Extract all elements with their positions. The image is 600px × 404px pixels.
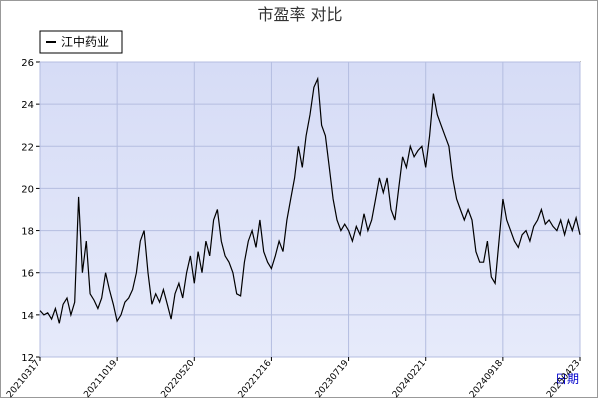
y-tick-label: 18	[21, 227, 34, 238]
y-tick-label: 22	[21, 142, 34, 153]
y-tick-label: 14	[21, 311, 34, 322]
legend: 江中药业	[39, 30, 123, 54]
y-tick-label: 16	[21, 269, 34, 280]
x-axis-label: 日期	[555, 372, 579, 386]
y-tick-label: 24	[21, 100, 34, 111]
y-tick-label: 12	[21, 353, 34, 364]
plot-area	[39, 61, 581, 358]
y-tick-label: 26	[21, 58, 34, 69]
series-line	[39, 76, 581, 324]
legend-box	[39, 30, 123, 54]
y-tick-label: 20	[21, 184, 34, 195]
chart-title: 市盈率 对比	[257, 5, 342, 24]
legend-label: 江中药业	[61, 34, 109, 49]
